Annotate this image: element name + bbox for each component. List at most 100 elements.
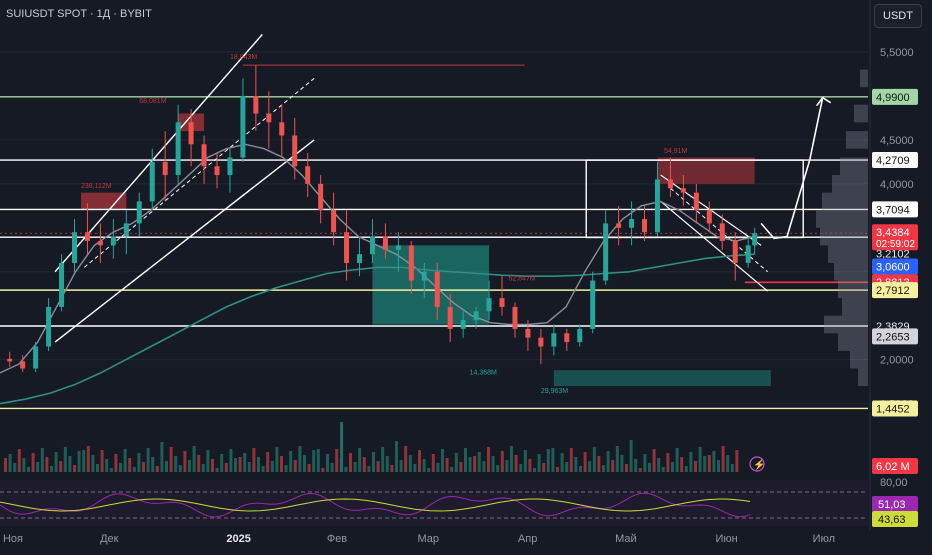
price-level-label: 4,9900 xyxy=(876,92,910,104)
volume-bar xyxy=(661,467,665,472)
volume-bar xyxy=(229,449,233,472)
volume-bar xyxy=(63,447,67,472)
price-level-label: 3,0600 xyxy=(876,261,910,273)
x-tick-label: Июн xyxy=(715,533,737,545)
candle xyxy=(551,333,557,347)
range-box xyxy=(585,159,804,239)
volume-bar xyxy=(132,467,136,472)
x-tick-label: Июл xyxy=(813,533,835,545)
price-label-bg xyxy=(872,328,918,345)
candle xyxy=(253,95,259,114)
volume-profile-bar xyxy=(834,262,868,281)
volume-bar xyxy=(17,449,21,472)
candle xyxy=(33,346,39,369)
price-label-bg xyxy=(872,258,918,275)
candle xyxy=(577,328,583,343)
demand-zone xyxy=(372,245,490,325)
candle xyxy=(667,179,673,189)
volume-bar xyxy=(707,455,711,472)
candle xyxy=(71,232,77,263)
volume-profile-bar xyxy=(816,210,868,228)
wedge-line xyxy=(660,200,768,292)
annotation-label: 238,112M xyxy=(81,183,112,190)
rsi-value-label: 43,63 xyxy=(878,514,906,526)
volume-bar xyxy=(482,461,486,472)
volume-bar xyxy=(303,455,306,472)
candle xyxy=(616,223,622,228)
candle xyxy=(20,361,26,369)
candle xyxy=(654,179,660,233)
rsi-tick-label: 80,00 xyxy=(880,477,908,489)
volume-bar xyxy=(698,447,702,472)
volume-bar xyxy=(735,450,739,472)
candle xyxy=(7,358,13,362)
volume-bar xyxy=(629,440,633,472)
candle xyxy=(369,236,375,255)
x-tick-label: Дек xyxy=(100,533,119,545)
volume-bar xyxy=(96,464,99,472)
x-tick-label: 2025 xyxy=(226,533,250,545)
volume-bar xyxy=(436,463,440,472)
last-price-bg xyxy=(872,224,918,251)
candle xyxy=(331,210,337,233)
annotation-label: 14,368M xyxy=(470,370,497,377)
volume-bar xyxy=(123,449,127,472)
volume-bar xyxy=(565,462,569,472)
volume-bar xyxy=(611,460,615,472)
volume-bar xyxy=(307,464,311,472)
volume-bar xyxy=(257,457,260,472)
volume-bar xyxy=(602,465,605,472)
volume-bar xyxy=(82,450,86,472)
volume-bar xyxy=(583,452,587,472)
candle xyxy=(227,157,233,176)
volume-bar xyxy=(372,452,375,472)
volume-bar xyxy=(54,452,58,472)
volume-bar xyxy=(546,449,550,472)
volume-bar xyxy=(45,457,49,472)
volume-bar xyxy=(160,442,164,472)
volume-bar xyxy=(321,468,325,472)
candle xyxy=(590,280,596,329)
volume-bar xyxy=(675,448,679,472)
volume-bar xyxy=(275,447,279,472)
volume-profile-bar xyxy=(838,333,868,351)
volume-label: 6,02 M xyxy=(876,461,910,473)
volume-bar xyxy=(588,461,592,472)
candle xyxy=(292,135,298,167)
volume-bar xyxy=(638,468,642,472)
volume-bar xyxy=(694,461,697,472)
price-level-label: 2,2653 xyxy=(876,331,910,343)
candle xyxy=(564,333,570,343)
projection-arrow xyxy=(760,97,824,240)
price-label-bg xyxy=(872,152,918,169)
volume-bar xyxy=(119,463,122,472)
volume-profile-bar xyxy=(854,104,868,123)
volume-bar xyxy=(408,455,412,472)
volume-bar xyxy=(234,458,237,472)
x-tick-label: Мар xyxy=(418,533,440,545)
candle xyxy=(421,271,427,281)
volume-bar xyxy=(293,460,297,472)
volume-bar xyxy=(464,448,467,472)
y-tick-label: 2,0000 xyxy=(880,355,914,367)
volume-bar xyxy=(514,455,518,472)
volume-bar xyxy=(487,447,490,472)
volume-bar xyxy=(280,456,283,472)
volume-bar xyxy=(13,463,17,472)
volume-bar xyxy=(326,454,329,472)
volume-bar xyxy=(344,467,348,472)
candle xyxy=(214,166,220,176)
volume-profile-bar xyxy=(860,69,868,88)
candle xyxy=(305,166,311,184)
candle xyxy=(538,337,544,347)
volume-profile-bar xyxy=(822,192,868,211)
candle xyxy=(188,122,194,145)
candle xyxy=(434,271,440,307)
volume-bar xyxy=(243,453,247,472)
volume-bar xyxy=(224,463,228,472)
currency-button[interactable]: USDT xyxy=(874,4,922,28)
volume-bar xyxy=(510,446,513,472)
volume-bar xyxy=(399,460,403,472)
